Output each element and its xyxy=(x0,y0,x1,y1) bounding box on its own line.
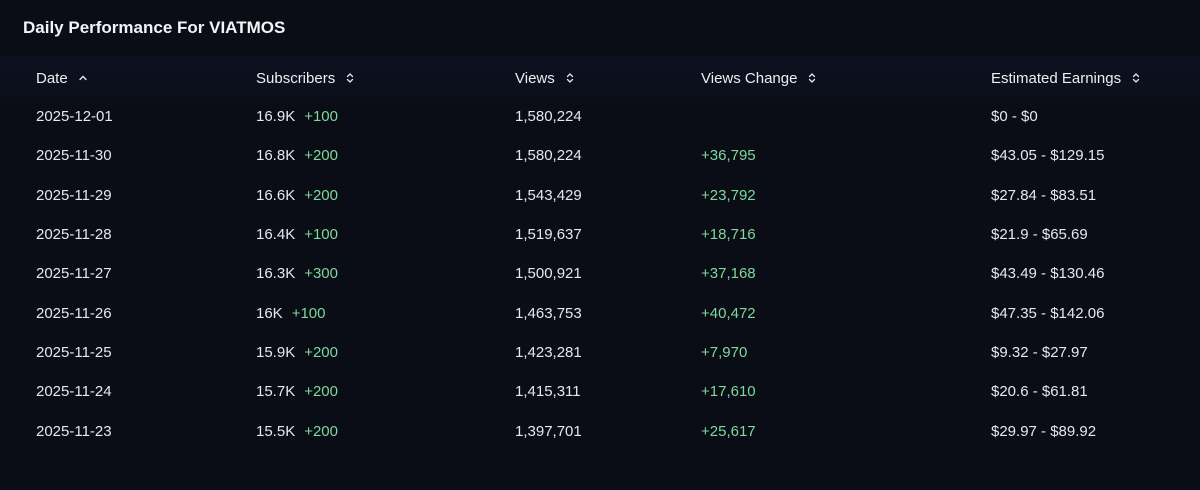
table-row: 2025-11-25 15.9K +200 1,423,281 +7,970 $9.32 … xyxy=(0,333,1200,372)
date-cell: 2025-12-01 xyxy=(36,108,113,126)
table-row: 2025-11-29 16.6K +200 1,543,429 +23,792 $27.8… xyxy=(0,176,1200,215)
views-change-cell: +40,472 xyxy=(701,305,991,322)
subscribers-change: +200 xyxy=(304,147,338,165)
table-row: 2025-11-28 16.4K +100 1,519,637 +18,716 $21.9… xyxy=(0,215,1200,254)
earnings-cell: $21.9 - $65.69 xyxy=(991,226,1088,244)
date-cell: 2025-11-29 xyxy=(36,186,112,204)
views-cell: 1,580,224 xyxy=(515,108,582,126)
header-cell[interactable]: Estimated Earnings xyxy=(991,70,1200,87)
earnings-cell: $27.84 - $83.51 xyxy=(991,186,1097,204)
earnings-cell: $0 - $0 xyxy=(991,108,1038,126)
date-cell: 2025-11-26 xyxy=(36,304,112,322)
subscribers: 16.9K xyxy=(256,108,296,126)
views-change: +25,617 xyxy=(701,422,756,440)
subscribers-change: +300 xyxy=(304,265,338,283)
views-cell: 1,463,753 xyxy=(515,304,582,322)
views-cell: 1,415,311 xyxy=(515,383,581,401)
subscribers-cell: 16.3K +300 xyxy=(256,265,515,282)
table-row: 2025-11-26 16K +100 1,463,753 +40,472 $47.35 … xyxy=(0,293,1200,332)
subscribers-cell: 16.8K +200 xyxy=(256,147,515,164)
header-label: Subscribers xyxy=(256,69,336,87)
subscribers-change: +100 xyxy=(304,226,338,244)
subscribers-cell: 15.5K +200 xyxy=(256,423,515,440)
subscribers: 15.9K xyxy=(256,343,296,361)
subscribers: 16.8K xyxy=(256,147,296,165)
views-cell: 1,500,921 xyxy=(515,265,582,283)
sort-icon xyxy=(347,73,354,83)
subscribers-change: +200 xyxy=(304,343,338,361)
views-change-cell: +7,970 xyxy=(701,344,991,361)
views-cell: 1,519,637 xyxy=(515,226,582,244)
sort-icon xyxy=(1132,73,1140,83)
subscribers-cell: 16.6K +200 xyxy=(256,187,515,204)
header-label: Estimated Earnings xyxy=(991,69,1122,87)
subscribers-change: +100 xyxy=(304,108,338,126)
views-change: +37,168 xyxy=(701,265,756,283)
header-label: Views xyxy=(515,69,555,87)
subscribers-change: +200 xyxy=(304,383,338,401)
subscribers: 16.6K xyxy=(256,186,296,204)
subscribers-cell: 15.7K +200 xyxy=(256,383,515,400)
views-change-cell: +36,795 xyxy=(701,147,991,164)
earnings-cell: $43.05 - $129.15 xyxy=(991,147,1105,165)
views-change-cell: +23,792 xyxy=(701,187,991,204)
date-cell: 2025-11-30 xyxy=(36,147,112,165)
earnings-cell: $29.97 - $89.92 xyxy=(991,422,1097,440)
table-body: 2025-12-01 16.9K +100 1,580,224 $0 - $0 2025-… xyxy=(0,97,1200,451)
header-label: Views Change xyxy=(701,69,798,87)
views-change: +7,970 xyxy=(701,343,748,361)
subscribers: 15.5K xyxy=(256,422,296,440)
views-change-cell: +17,610 xyxy=(701,383,991,400)
table-row: 2025-11-24 15.7K +200 1,415,311 +17,610 $20.6… xyxy=(0,372,1200,411)
sort-icon xyxy=(809,73,816,83)
subscribers-cell: 15.9K +200 xyxy=(256,344,515,361)
table-row: 2025-12-01 16.9K +100 1,580,224 $0 - $0 xyxy=(0,97,1200,136)
subscribers-change: +200 xyxy=(304,422,338,440)
date-cell: 2025-11-25 xyxy=(36,343,112,361)
views-change: +36,795 xyxy=(701,147,756,165)
sort-asc-icon xyxy=(78,75,87,81)
views-change-cell: +25,617 xyxy=(701,423,991,440)
views-change: +17,610 xyxy=(701,383,756,401)
subscribers: 16K xyxy=(256,304,283,322)
views-change: +18,716 xyxy=(701,226,756,244)
views-cell: 1,397,701 xyxy=(515,422,582,440)
earnings-cell: $9.32 - $27.97 xyxy=(991,343,1088,361)
views-cell: 1,423,281 xyxy=(515,343,582,361)
subscribers-cell: 16.4K +100 xyxy=(256,226,515,243)
title: Daily Performance For VIATMOS xyxy=(23,18,286,37)
table-header: Date Subscribers Views Views Change Esti… xyxy=(0,56,1200,100)
subscribers-change: +100 xyxy=(291,304,326,322)
views-change: +23,792 xyxy=(701,186,756,204)
table-row: 2025-11-27 16.3K +300 1,500,921 +37,168 $43.4… xyxy=(0,254,1200,293)
header-cell[interactable]: Views Change xyxy=(701,70,991,87)
views-change: +40,472 xyxy=(701,304,756,322)
subscribers: 16.4K xyxy=(256,226,296,244)
views-change-cell: +18,716 xyxy=(701,226,991,243)
date-cell: 2025-11-23 xyxy=(36,422,112,440)
sort-icon xyxy=(566,73,573,83)
earnings-cell: $47.35 - $142.06 xyxy=(991,304,1105,322)
subscribers-cell: 16.9K +100 xyxy=(256,108,515,125)
table-row: 2025-11-30 16.8K +200 1,580,224 +36,795 $43.0… xyxy=(0,136,1200,175)
header-label: Date xyxy=(36,69,68,87)
subscribers-change: +200 xyxy=(304,186,338,204)
header-cell[interactable]: Subscribers xyxy=(256,70,515,87)
header-cell[interactable]: Date xyxy=(36,70,256,87)
subscribers: 16.3K xyxy=(256,265,296,283)
views-change-cell: +37,168 xyxy=(701,265,991,282)
earnings-cell: $43.49 - $130.46 xyxy=(991,265,1105,283)
subscribers-cell: 16K +100 xyxy=(256,305,515,322)
table-row: 2025-11-23 15.5K +200 1,397,701 +25,617 $29.9… xyxy=(0,411,1200,450)
earnings-cell: $20.6 - $61.81 xyxy=(991,383,1088,401)
date-cell: 2025-11-27 xyxy=(36,265,112,283)
date-cell: 2025-11-28 xyxy=(36,226,112,244)
date-cell: 2025-11-24 xyxy=(36,383,112,401)
subscribers: 15.7K xyxy=(256,383,296,401)
views-cell: 1,543,429 xyxy=(515,186,582,204)
header-cell[interactable]: Views xyxy=(515,70,701,87)
views-cell: 1,580,224 xyxy=(515,147,582,165)
